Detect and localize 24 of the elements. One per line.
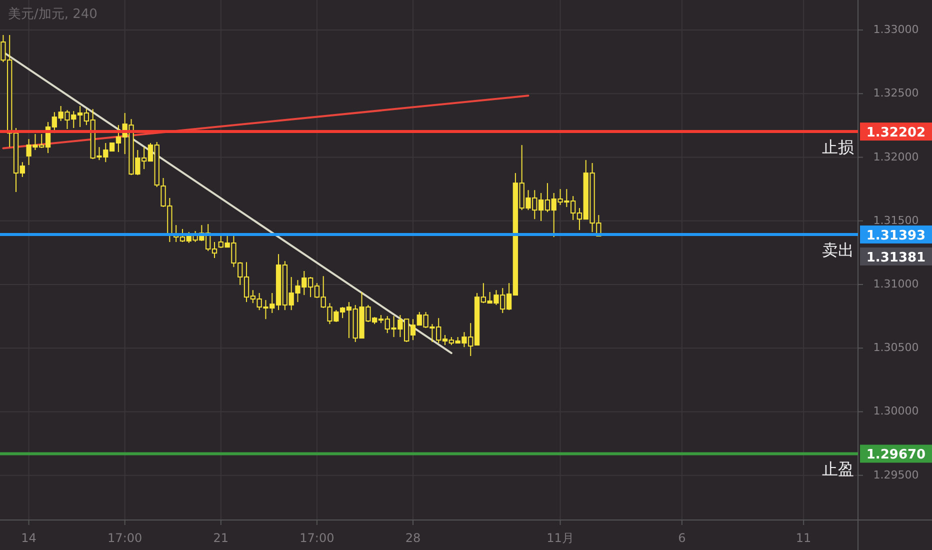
ref-line-label: 止盈 [822, 460, 854, 479]
x-tick-label: 17:00 [300, 531, 334, 545]
text: 美元/加元, 240 [8, 6, 98, 22]
y-tick-label: 1.31500 [873, 214, 919, 227]
text: 1.29670 [866, 448, 926, 463]
x-tick-label: 28 [405, 531, 421, 545]
y-tick-label: 1.32000 [873, 150, 919, 164]
y-tick-label: 1.32500 [873, 86, 919, 100]
x-tick-label: 21 [213, 531, 229, 545]
text: 1.32202 [866, 126, 926, 141]
x-tick-label: 11月 [546, 531, 574, 545]
x-tick-label: 11 [796, 531, 812, 545]
ref-line-label: 卖出 [822, 240, 854, 260]
y-tick-label: 1.30000 [873, 404, 919, 418]
x-tick-label: 14 [21, 531, 36, 545]
text: 1.31393 [866, 228, 926, 244]
y-tick-label: 1.30500 [873, 341, 919, 354]
x-tick-label: 6 [678, 531, 686, 545]
x-tick-label: 17:00 [108, 531, 142, 545]
y-tick-label: 1.29500 [873, 468, 919, 482]
text: 1.31381 [866, 250, 926, 266]
ref-line-label: 止损 [822, 138, 854, 157]
y-tick-label: 1.31000 [873, 277, 919, 290]
y-tick-label: 1.33000 [873, 23, 919, 36]
